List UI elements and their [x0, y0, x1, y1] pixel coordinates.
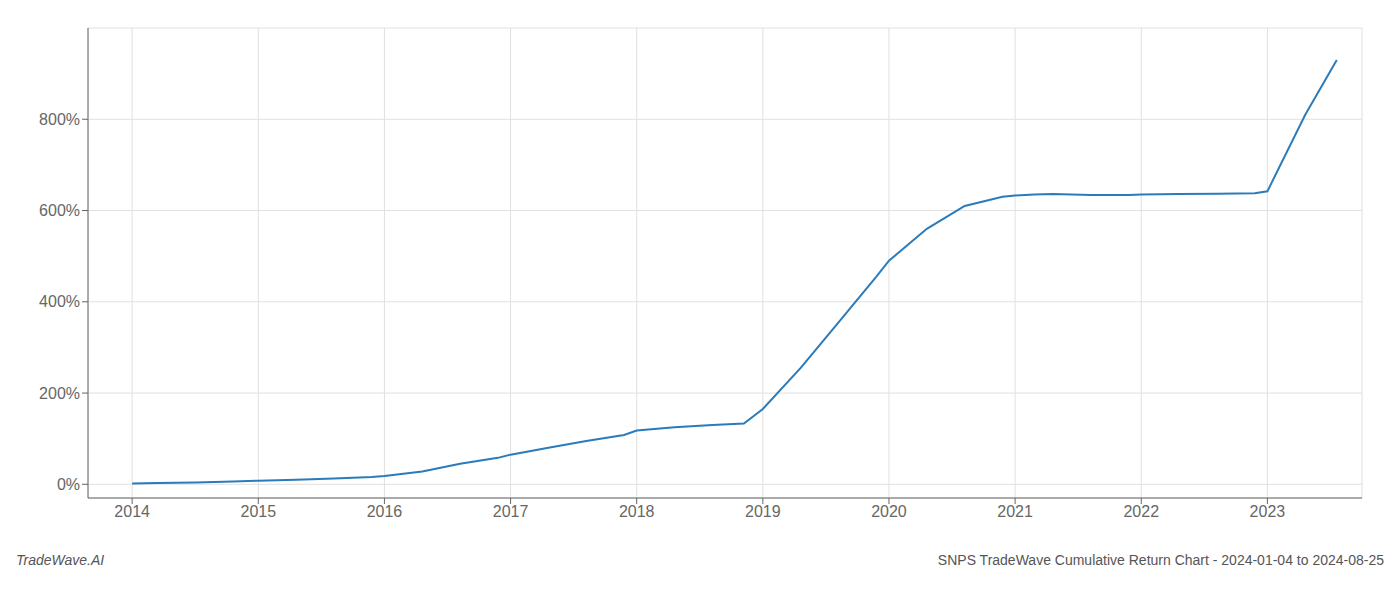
svg-text:400%: 400% — [39, 293, 80, 310]
html-text:SNPS TradeWave Cumulative Retu: SNPS TradeWave Cumulative Return Chart -… — [937, 552, 1384, 568]
html-text:TradeWave.AI: TradeWave.AI — [16, 552, 105, 568]
svg-text:600%: 600% — [39, 202, 80, 219]
svg-text:2023: 2023 — [1250, 503, 1286, 520]
svg-text:0%: 0% — [57, 476, 80, 493]
svg-text:2015: 2015 — [240, 503, 276, 520]
svg-text:200%: 200% — [39, 385, 80, 402]
svg-text:2014: 2014 — [114, 503, 150, 520]
svg-text:2016: 2016 — [367, 503, 403, 520]
svg-text:2018: 2018 — [619, 503, 655, 520]
svg-text:2020: 2020 — [871, 503, 907, 520]
svg-text:2019: 2019 — [745, 503, 781, 520]
svg-text:800%: 800% — [39, 111, 80, 128]
svg-text:2021: 2021 — [997, 503, 1033, 520]
svg-text:2022: 2022 — [1123, 503, 1159, 520]
svg-text:2017: 2017 — [493, 503, 529, 520]
